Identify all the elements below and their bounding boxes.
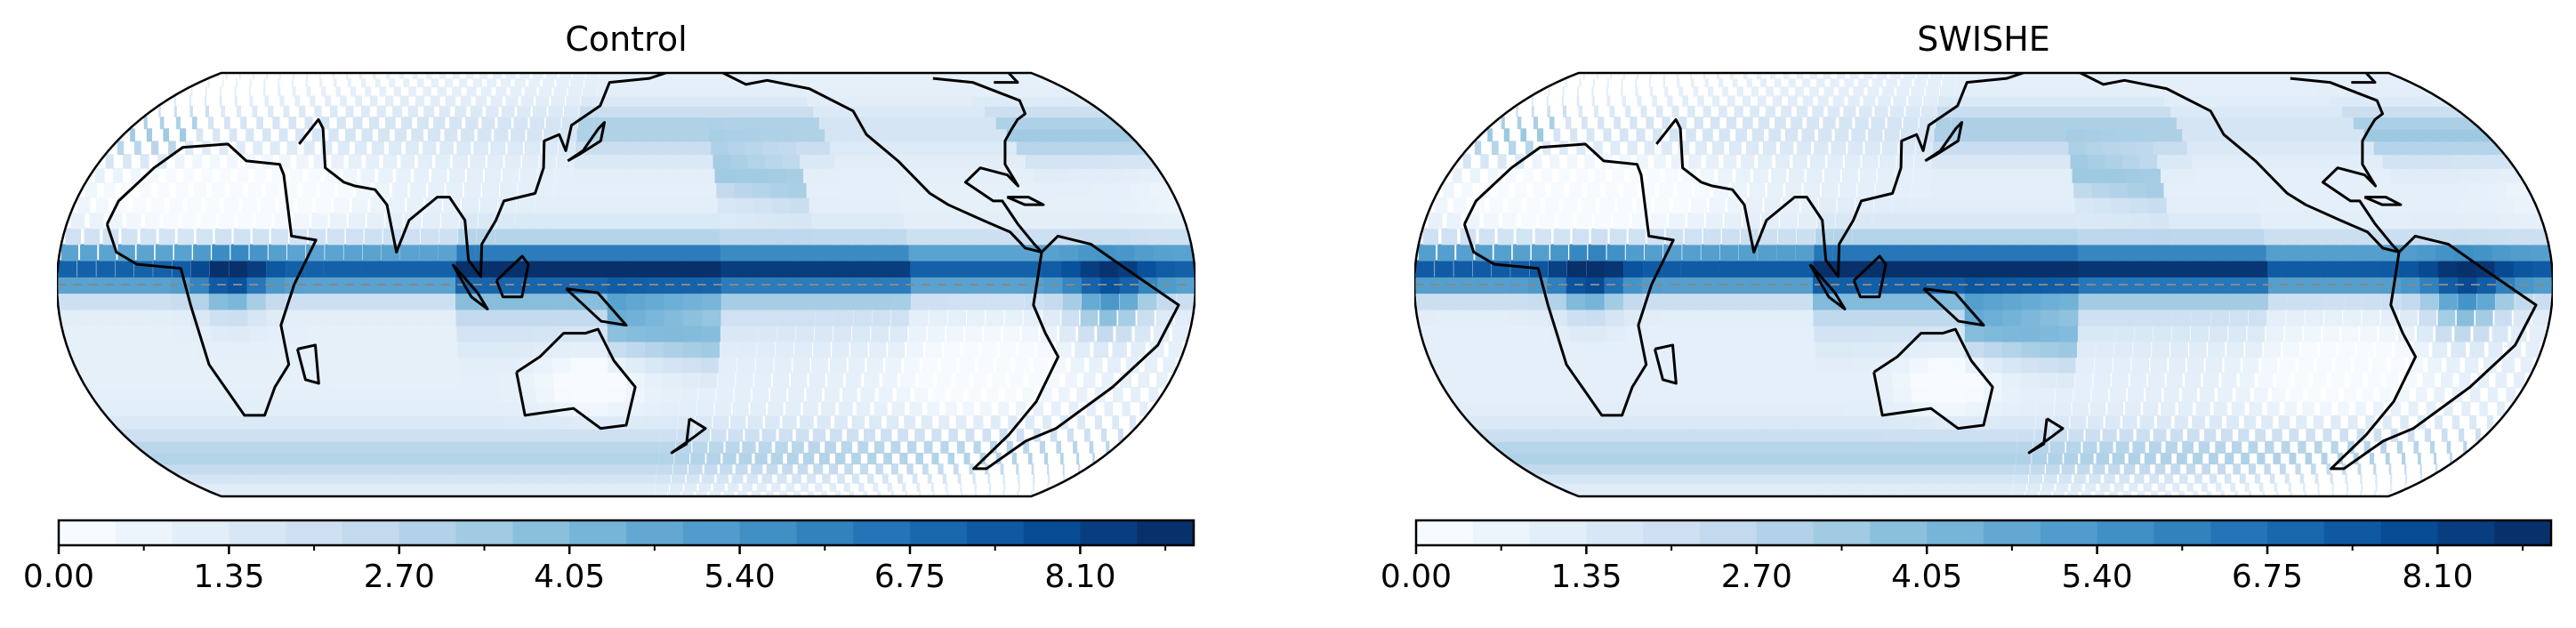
tick-label: 8.10 — [2402, 559, 2474, 595]
colorbar-level — [682, 520, 741, 545]
colorbar-level — [286, 520, 343, 545]
colorbar-level — [1927, 520, 1984, 545]
coastline — [1655, 73, 2047, 278]
colorbar-level — [966, 520, 1025, 545]
tick-label: 8.10 — [1044, 559, 1116, 595]
coastline — [295, 343, 320, 385]
map-frame — [1414, 71, 2553, 498]
map-frame — [57, 71, 1195, 498]
colorbar-level — [853, 520, 911, 545]
coastline — [2351, 73, 2377, 85]
colorbar-level — [626, 520, 684, 545]
colorbar-level — [1137, 520, 1195, 545]
coastline — [2076, 73, 2400, 254]
coastline — [1922, 287, 1985, 327]
colorbar-level — [1870, 520, 1928, 545]
tick-label: 6.75 — [873, 559, 946, 595]
colorbar-level — [1080, 520, 1138, 545]
coastline — [2363, 196, 2403, 206]
map — [1414, 71, 2553, 498]
colorbar-level — [569, 520, 627, 545]
colorbar-level — [59, 520, 117, 545]
tick-label: 4.05 — [534, 559, 606, 595]
coastline — [1924, 121, 1964, 163]
colorbar-level — [2323, 520, 2382, 545]
tick-label: 1.35 — [193, 559, 265, 595]
colorbar-level — [455, 520, 513, 545]
tick-label: 2.70 — [363, 559, 435, 595]
tick-label: 4.05 — [1891, 559, 1963, 595]
colorbar-level — [1472, 520, 1531, 545]
map — [57, 71, 1195, 498]
colorbar-level — [342, 520, 400, 545]
colorbar-level — [1416, 520, 1474, 545]
colorbar-level — [398, 520, 457, 545]
tick-label: 5.40 — [704, 559, 776, 595]
colorbar-level — [2380, 520, 2438, 545]
colorbar-level — [739, 520, 797, 545]
coastlines — [105, 73, 1180, 471]
coastline — [515, 327, 637, 431]
panel-title: SWISHE — [1917, 20, 2050, 59]
colorbar-level — [2494, 520, 2552, 545]
coastline — [932, 76, 1043, 254]
coastline — [565, 287, 628, 327]
colorbar-level — [796, 520, 854, 545]
tick-label: 0.00 — [1380, 559, 1453, 595]
colorbar-level — [2040, 520, 2098, 545]
colorbar — [1414, 519, 2553, 554]
swishe-panel: SWISHE 0.00 1.35 2.70 4.05 5.40 6.75 8.10 — [1381, 0, 2571, 628]
coastline — [2027, 417, 2065, 455]
colorbar-level — [1023, 520, 1081, 545]
colorbar-level — [172, 520, 229, 545]
colorbar-level — [2210, 520, 2268, 545]
coastline — [994, 73, 1019, 85]
colorbar-level — [1643, 520, 1701, 545]
colorbar-level — [1984, 520, 2041, 545]
colorbar — [57, 519, 1195, 554]
colorbar-level — [2437, 520, 2495, 545]
coastline — [1852, 254, 1888, 299]
coastline — [1653, 343, 1678, 385]
precip-field — [57, 73, 1195, 496]
coastline — [105, 142, 318, 417]
coastline — [1872, 327, 1994, 431]
colorbar-level — [1700, 520, 1758, 545]
tick-label: 2.70 — [1720, 559, 1792, 595]
coastline — [972, 234, 1180, 471]
coastline — [495, 254, 530, 299]
colorbar-level — [512, 520, 570, 545]
panel-title: Control — [565, 20, 688, 59]
tick-label: 6.75 — [2231, 559, 2304, 595]
coastline — [451, 263, 489, 310]
colorbar-level — [2267, 520, 2325, 545]
control-panel: Control 0.00 1.35 2.70 4.05 5.40 6.75 8.10 — [23, 0, 1213, 628]
colorbar-level — [1756, 520, 1815, 545]
coastline — [670, 417, 707, 455]
coastlines — [1462, 73, 2538, 471]
coastline — [2290, 76, 2401, 254]
colorbar-level — [229, 520, 286, 545]
colorbar-level — [1529, 520, 1587, 545]
coastline — [1006, 196, 1045, 206]
coastline — [298, 73, 689, 278]
coastline — [2330, 234, 2538, 471]
coastline — [719, 73, 1042, 254]
coastline — [1462, 142, 1675, 417]
colorbar-level — [1586, 520, 1644, 545]
colorbar-level — [1813, 520, 1871, 545]
colorbar-level — [2153, 520, 2211, 545]
tick-label: 5.40 — [2061, 559, 2133, 595]
tick-label: 0.00 — [22, 559, 95, 595]
tick-label: 1.35 — [1550, 559, 1622, 595]
precip-field — [1414, 73, 2553, 496]
colorbar-level — [910, 520, 968, 545]
colorbar-level — [115, 520, 173, 545]
coastline — [1808, 263, 1847, 310]
colorbar-level — [2097, 520, 2154, 545]
coastline — [567, 121, 607, 163]
